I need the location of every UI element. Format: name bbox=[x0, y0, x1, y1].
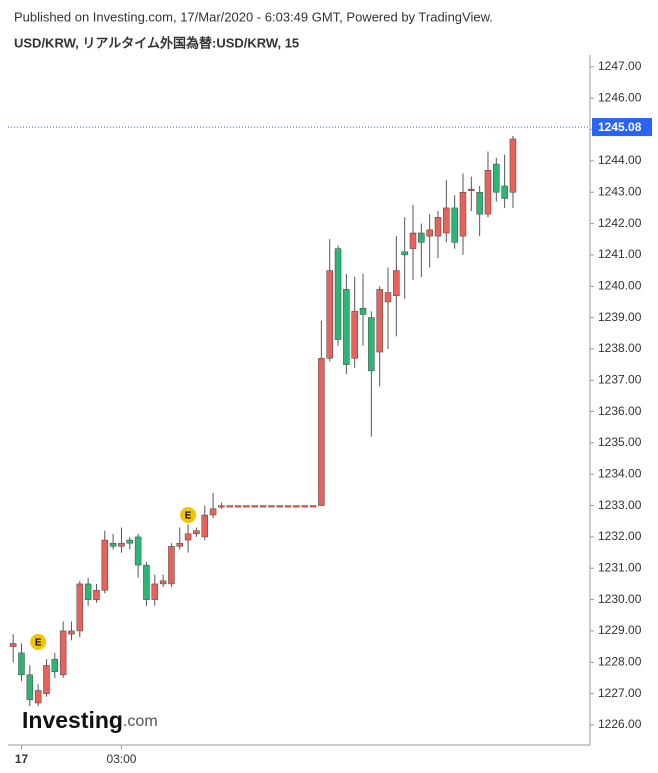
candle-body bbox=[159, 580, 167, 585]
y-tick-label: 1242.00 bbox=[598, 216, 642, 230]
candle-body bbox=[334, 248, 342, 340]
candle-body bbox=[451, 207, 458, 243]
candle-body bbox=[251, 505, 258, 508]
price-label-box bbox=[592, 118, 652, 137]
candle-body bbox=[359, 307, 367, 315]
candle-body bbox=[426, 229, 433, 237]
candle-body bbox=[234, 505, 242, 508]
y-tick-label: 1239.00 bbox=[598, 310, 642, 324]
candle-body bbox=[284, 505, 292, 508]
candle-body bbox=[301, 505, 308, 508]
y-tick-label: 1244.00 bbox=[598, 153, 642, 167]
event-label: E bbox=[35, 638, 42, 649]
y-tick-label: 1247.00 bbox=[598, 59, 642, 73]
y-tick-label: 1237.00 bbox=[598, 372, 642, 386]
logo-suffix: .com bbox=[123, 713, 158, 730]
candle-body bbox=[176, 542, 184, 547]
candle-body bbox=[184, 533, 192, 541]
y-tick-label: 1243.00 bbox=[598, 184, 642, 198]
candle-body bbox=[443, 207, 450, 234]
header: Published on Investing.com, 17/Mar/2020 … bbox=[14, 9, 493, 24]
y-tick-label: 1246.00 bbox=[598, 90, 642, 104]
y-tick-label: 1231.00 bbox=[598, 560, 642, 574]
candle-body bbox=[343, 289, 350, 365]
candle-body bbox=[43, 665, 50, 694]
y-tick-label: 1232.00 bbox=[598, 529, 642, 543]
candle-body bbox=[384, 292, 392, 303]
candle-body bbox=[493, 163, 500, 193]
candle-body bbox=[59, 630, 67, 676]
candle-body bbox=[401, 251, 408, 256]
y-tick-label: 1228.00 bbox=[598, 654, 642, 668]
candle-body bbox=[484, 170, 492, 215]
y-tick-label: 1230.00 bbox=[598, 592, 642, 606]
candle-body bbox=[309, 505, 317, 508]
event-marker bbox=[30, 633, 47, 650]
event-marker bbox=[180, 507, 197, 523]
event-label: E bbox=[185, 511, 192, 522]
candle-body bbox=[351, 311, 358, 359]
y-tick-label: 1240.00 bbox=[598, 278, 642, 292]
y-tick-label: 1241.00 bbox=[598, 247, 642, 261]
candle-body bbox=[76, 583, 84, 632]
candle-body bbox=[376, 289, 383, 353]
candle-body bbox=[434, 217, 442, 237]
y-tick-label: 1226.00 bbox=[598, 717, 642, 731]
x-tick-label: 03:00 bbox=[106, 752, 136, 766]
candle-body bbox=[243, 505, 250, 508]
candle-body bbox=[109, 542, 117, 547]
candle-body bbox=[84, 583, 92, 600]
x-tick-label: 17 bbox=[15, 752, 29, 766]
candle-body bbox=[51, 658, 59, 672]
candle-body bbox=[509, 138, 517, 193]
logo: Investing.com bbox=[22, 707, 158, 733]
y-tick-label: 1233.00 bbox=[598, 498, 642, 512]
y-tick-label: 1227.00 bbox=[598, 686, 642, 700]
y-tick-label: 1229.00 bbox=[598, 623, 642, 637]
candle-body bbox=[209, 508, 217, 516]
candle-body bbox=[118, 542, 125, 547]
candle-body bbox=[218, 505, 225, 508]
candle-body bbox=[9, 643, 17, 647]
candle-body bbox=[259, 505, 267, 508]
candle-body bbox=[126, 539, 134, 544]
candle-body bbox=[393, 270, 400, 296]
candle-body bbox=[26, 674, 34, 701]
candle-body bbox=[101, 539, 109, 591]
price-label: 1245.08 bbox=[598, 120, 642, 134]
y-tick-label: 1235.00 bbox=[598, 435, 642, 449]
y-tick-label: 1234.00 bbox=[598, 466, 642, 480]
chart-title: USD/KRW, リアルタイム外国為替:USD/KRW, 15 bbox=[14, 35, 299, 50]
candle-body bbox=[168, 546, 175, 585]
candle-body bbox=[68, 630, 75, 635]
candle-body bbox=[326, 270, 333, 359]
candle-body bbox=[226, 505, 233, 508]
candle-body bbox=[501, 185, 508, 199]
candle-body bbox=[418, 232, 425, 243]
candle-body bbox=[201, 514, 209, 538]
y-tick-label: 1238.00 bbox=[598, 341, 642, 355]
candle-body bbox=[134, 536, 142, 566]
candle-body bbox=[18, 652, 25, 676]
candle-body bbox=[193, 530, 200, 535]
y-tick-label: 1236.00 bbox=[598, 404, 642, 418]
logo-main: Investing bbox=[22, 707, 123, 733]
candle-body bbox=[143, 564, 150, 600]
candle-body bbox=[368, 317, 375, 372]
candle-body bbox=[476, 191, 483, 215]
candle-body bbox=[151, 583, 159, 600]
candle-body bbox=[468, 188, 475, 191]
candle-body bbox=[409, 232, 417, 249]
candle-body bbox=[459, 191, 467, 237]
candle-body bbox=[276, 505, 283, 508]
candle-body bbox=[268, 505, 275, 508]
candle-body bbox=[293, 505, 300, 508]
candle-body bbox=[34, 690, 42, 704]
candle-body bbox=[93, 589, 100, 600]
candle-body bbox=[318, 358, 325, 506]
